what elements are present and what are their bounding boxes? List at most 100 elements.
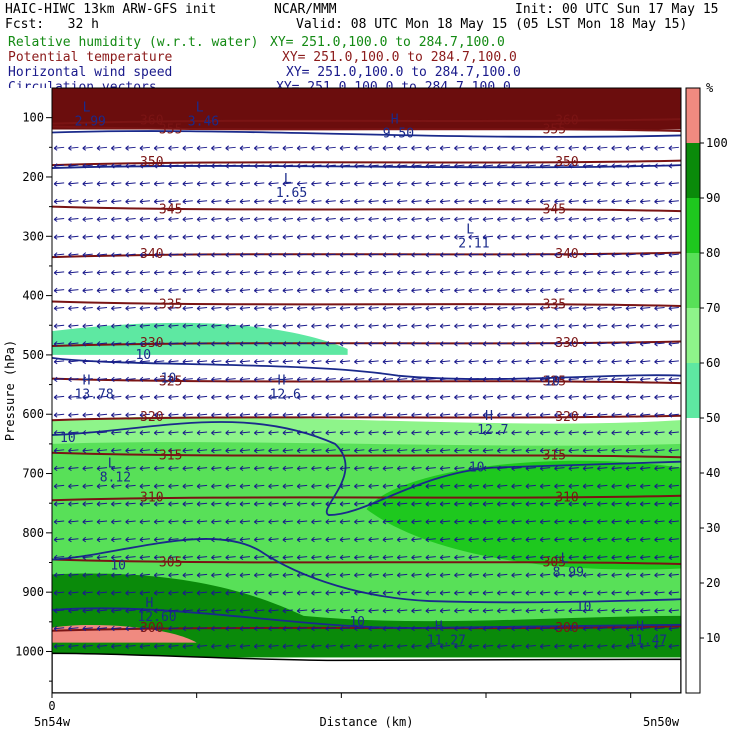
wind-vector [339, 608, 351, 614]
wind-vector [425, 341, 436, 347]
wind-vector [539, 305, 551, 311]
wind-vector [139, 554, 150, 560]
wind-vector [339, 519, 351, 525]
wind-vector [511, 590, 522, 596]
wind-vector [354, 554, 365, 560]
wind-vector [239, 305, 251, 311]
wind-vector [225, 376, 236, 383]
wind-vector [639, 234, 651, 240]
wind-vector [568, 519, 579, 525]
wind-vector [311, 465, 322, 472]
wind-vector [568, 376, 579, 383]
wind-contour-1 [52, 421, 681, 516]
wind-vector [153, 252, 165, 258]
wind-vector [611, 216, 622, 222]
wind-vector [582, 198, 594, 205]
wind-vector [282, 572, 293, 578]
wind-vector [482, 483, 494, 489]
x-axis-label: Distance (km) [320, 715, 414, 729]
wind-vector [282, 554, 293, 560]
wind-vector [354, 625, 365, 632]
wind-vector [225, 163, 236, 169]
wind-vector [496, 590, 508, 596]
wind-vector [654, 465, 665, 472]
wind-vector [182, 198, 193, 205]
wind-vector [382, 430, 393, 436]
wind-vector [325, 269, 336, 276]
wind-vector [496, 376, 508, 383]
wind-vector [153, 643, 165, 649]
colorbar-tick-label: 30 [706, 521, 720, 535]
wind-vector [325, 643, 336, 649]
wind-vector [668, 269, 679, 276]
wind-vector [396, 608, 408, 614]
wind-vector [82, 447, 93, 454]
wind-vector [511, 269, 522, 276]
wind-vector [68, 572, 79, 578]
wind-vector [411, 394, 422, 400]
wind-vector [611, 287, 622, 294]
wind-vector [625, 501, 637, 507]
wind-vector [96, 163, 108, 169]
wind-vector [368, 163, 379, 169]
wind-vector [368, 323, 379, 329]
wind-vector [225, 394, 236, 400]
wind-vector [525, 163, 536, 169]
wind-vector [625, 625, 637, 632]
wind-vector [639, 536, 651, 543]
wind-vector [96, 643, 108, 649]
extremum-type: L [83, 101, 91, 116]
wind-vector [597, 483, 608, 489]
wind-vector [482, 376, 494, 383]
wind-vector [354, 198, 365, 205]
wind-vector [82, 430, 93, 436]
wind-vector [611, 376, 622, 383]
wind-vector [253, 323, 265, 329]
wind-vector [539, 465, 551, 472]
wind-contour-label: 10 [544, 375, 560, 390]
wind-vector [568, 198, 579, 205]
wind-vector [239, 234, 251, 240]
wind-vector [425, 643, 436, 649]
wind-vector [639, 198, 651, 205]
wind-vector [396, 430, 408, 436]
wind-vector [425, 412, 436, 418]
wind-vector [582, 519, 594, 525]
wind-vector [668, 501, 679, 507]
wind-vector [53, 394, 65, 400]
wind-vector [168, 447, 179, 454]
wind-vector [153, 181, 165, 187]
wind-vector [468, 287, 479, 294]
wind-vector [268, 430, 279, 436]
theta-contour-360 [52, 118, 681, 125]
wind-vector [282, 501, 293, 507]
wind-vector [425, 252, 436, 258]
wind-vector [625, 358, 637, 365]
wind-vector [296, 501, 308, 507]
wind-vector [468, 643, 479, 649]
wind-vector [639, 269, 651, 276]
wind-vector [239, 341, 251, 347]
wind-vector [468, 625, 479, 632]
wind-vector [111, 483, 122, 489]
wind-vector [454, 465, 465, 472]
wind-vector [439, 465, 451, 472]
wind-vector [625, 216, 637, 222]
wind-vector [368, 181, 379, 187]
wind-vector [268, 145, 279, 151]
wind-vector [625, 394, 637, 400]
wind-vector [282, 447, 293, 454]
wind-vector [568, 554, 579, 560]
wind-vector [568, 590, 579, 596]
wind-vector [539, 287, 551, 294]
colorbar-bin [686, 88, 700, 143]
wind-vector [125, 590, 136, 596]
wind-vector [282, 234, 293, 240]
wind-vector [625, 163, 637, 169]
theta-contour-300 [52, 625, 681, 632]
wind-vector [496, 163, 508, 169]
wind-vector [211, 447, 222, 454]
wind-vector [125, 554, 136, 560]
wind-vector [82, 412, 93, 418]
wind-vector [196, 145, 208, 151]
